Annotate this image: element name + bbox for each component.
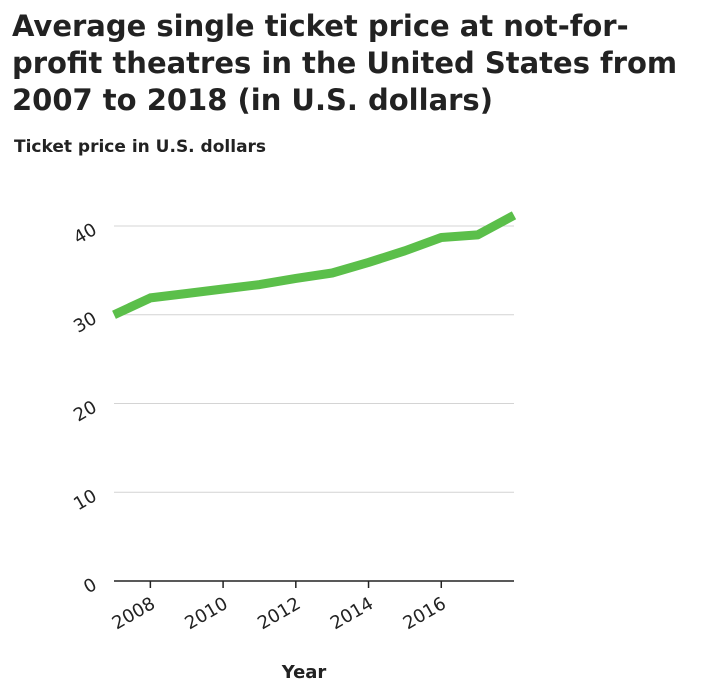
x-tick-label: 2014 (327, 593, 377, 634)
y-tick-label: 40 (70, 219, 100, 249)
x-tick-label: 2016 (400, 593, 450, 634)
y-tick-label: 10 (70, 485, 100, 515)
x-axis-label: Year (281, 662, 327, 683)
y-axis-ticks: 0 10 20 30 40 (70, 219, 100, 598)
gridlines (114, 226, 514, 492)
x-axis-ticks: 2008 2010 2012 2014 2016 (109, 581, 450, 634)
y-tick-label: 30 (70, 308, 100, 338)
x-tick-label: 2008 (109, 593, 159, 634)
x-tick-label: 2012 (254, 593, 304, 634)
x-tick-label: 2010 (181, 593, 231, 634)
y-tick-label: 20 (70, 397, 100, 427)
series-group (114, 215, 515, 315)
y-tick-label: 0 (80, 574, 100, 598)
series-line (114, 215, 514, 314)
